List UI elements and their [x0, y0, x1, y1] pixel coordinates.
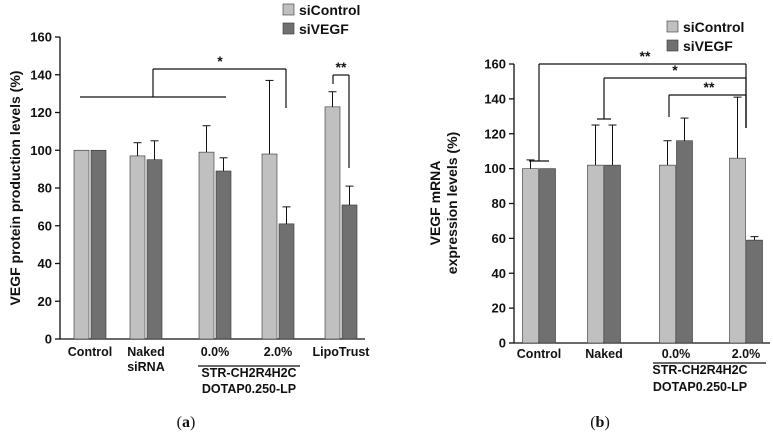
y-tick-label: 40	[492, 266, 506, 281]
y-tick-label: 80	[492, 196, 506, 211]
panel-b: 0 20 40 60 80 100 120 140 160 VEGF mRNAexpression…	[427, 19, 770, 431]
bar-sicontrol	[129, 155, 146, 340]
x-tick-label: 2.0%	[264, 345, 293, 359]
y-tick-label: 20	[492, 301, 506, 316]
caption-open: (	[590, 414, 595, 431]
bar-sivegf	[746, 239, 763, 344]
bar-sivegf	[676, 140, 693, 344]
y-axis-label-line: expression levels (%)	[444, 132, 460, 274]
group-label: DOTAP0.250-LP	[653, 380, 747, 394]
legend-swatch	[282, 3, 295, 16]
bar-sicontrol	[73, 149, 90, 340]
legend-label: siControl	[299, 2, 360, 18]
bar-sivegf	[146, 159, 163, 340]
significance-label: **	[704, 79, 715, 95]
x-tick-label: siRNA	[127, 360, 165, 374]
y-tick-label: 140	[30, 67, 52, 82]
caption-close: )	[190, 414, 195, 431]
significance-label: *	[672, 62, 678, 78]
x-tick-label: Naked	[585, 347, 623, 361]
legend-swatch	[666, 39, 679, 52]
y-tick-label: 20	[38, 294, 52, 309]
significance-label: *	[217, 53, 223, 69]
y-tick-label: 160	[30, 30, 52, 45]
y-tick-label: 120	[484, 126, 506, 141]
bar-sivegf	[539, 168, 556, 344]
y-tick-label: 100	[30, 143, 52, 158]
y-tick-label: 60	[492, 231, 506, 246]
caption-close: )	[604, 414, 609, 431]
x-tick-label: 2.0%	[732, 347, 761, 361]
x-tick-label: LipoTrust	[313, 345, 371, 359]
panel-caption: (a)	[177, 414, 196, 431]
bar-sivegf	[604, 164, 621, 344]
y-tick-label: 0	[45, 332, 52, 347]
caption-open: (	[177, 414, 182, 431]
y-tick-label: 100	[484, 161, 506, 176]
bar-sicontrol	[522, 168, 539, 344]
group-label: DOTAP0.250-LP	[202, 382, 296, 396]
group-label: STR-CH2R4H2C	[652, 363, 747, 377]
bar-sivegf	[215, 170, 232, 340]
bar-sivegf	[90, 149, 107, 340]
y-axis-label: VEGF mRNAexpression levels (%)	[427, 132, 460, 274]
bar-sicontrol	[587, 164, 604, 344]
bar-sicontrol	[324, 106, 341, 340]
caption-letter: a	[182, 414, 190, 431]
bar-sivegf	[278, 223, 295, 340]
panel-a: 0 20 40 60 80 100 120 140 160 VEGF protein produc…	[7, 2, 370, 431]
significance-label: **	[640, 48, 651, 64]
y-tick-label: 0	[499, 336, 506, 351]
y-tick-label: 40	[38, 256, 52, 271]
x-tick-label: Control	[517, 347, 561, 361]
legend-swatch	[666, 20, 679, 33]
panel-caption: (b)	[590, 414, 610, 431]
group-label: STR-CH2R4H2C	[201, 366, 296, 380]
caption-letter: b	[596, 414, 605, 431]
y-tick-label: 120	[30, 105, 52, 120]
y-tick-label: 160	[484, 57, 506, 72]
y-tick-label: 60	[38, 218, 52, 233]
x-tick-label: 0.0%	[662, 347, 691, 361]
y-tick-label: 80	[38, 181, 52, 196]
legend-label: siControl	[683, 19, 744, 35]
bar-sicontrol	[198, 151, 215, 340]
bar-sicontrol	[729, 157, 746, 344]
x-tick-label: Naked	[127, 345, 165, 359]
bar-sicontrol	[659, 164, 676, 344]
legend-label: siVEGF	[299, 21, 349, 37]
y-axis-label-line: VEGF mRNA	[427, 161, 443, 246]
bar-sicontrol	[261, 153, 278, 340]
y-axis-label: VEGF protein production levels (%)	[7, 71, 23, 306]
y-tick-label: 140	[484, 91, 506, 106]
x-tick-label: 0.0%	[201, 345, 230, 359]
legend-swatch	[282, 22, 295, 35]
significance-label: **	[336, 59, 347, 75]
legend-label: siVEGF	[683, 38, 733, 54]
bar-sivegf	[341, 204, 358, 340]
x-tick-label: Control	[68, 345, 112, 359]
